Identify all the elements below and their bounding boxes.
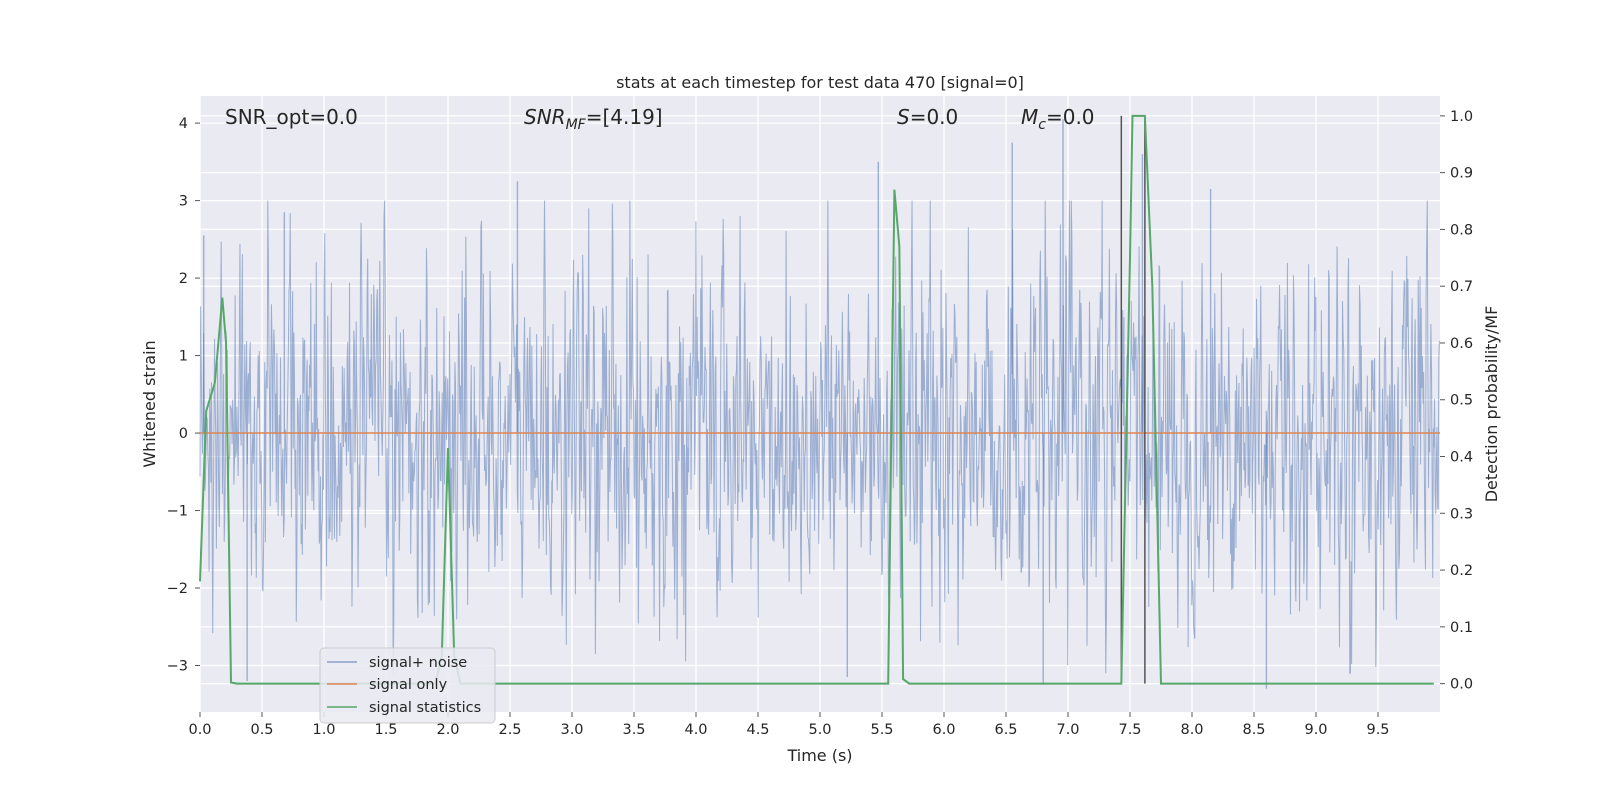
- annotation-mc-sub: c: [1038, 117, 1046, 133]
- annotation-s-value: =0.0: [910, 105, 959, 129]
- x-tick-label: 5.5: [870, 722, 893, 738]
- y-tick-label: −1: [167, 504, 188, 520]
- y2-tick-label: 0.5: [1450, 393, 1473, 409]
- legend-label-signal-noise: signal+ noise: [369, 655, 467, 671]
- annotation-mc: Mc=0.0: [1021, 105, 1095, 133]
- x-tick-label: 8.0: [1180, 722, 1203, 738]
- y2-tick-label: 0.3: [1450, 506, 1473, 522]
- y2-tick-label: 0.4: [1450, 450, 1473, 466]
- signal-statistics-line: [199, 114, 1434, 685]
- y2-tick-label: 0.2: [1450, 563, 1473, 579]
- annotation-mc-value: =0.0: [1046, 105, 1095, 129]
- x-tick-label: 4.5: [746, 722, 769, 738]
- series-signal-statistics: [199, 114, 1434, 685]
- annotation-snr-mf-main: SNR: [524, 105, 566, 129]
- x-tick-label: 2.0: [436, 722, 459, 738]
- x-tick-label: 6.0: [932, 722, 955, 738]
- y2-axis-label: Detection probability/MF: [1482, 306, 1501, 503]
- x-tick-label: 9.0: [1304, 722, 1327, 738]
- x-axis-label: Time (s): [786, 746, 852, 765]
- y-tick-label: 0: [179, 426, 188, 442]
- annotation-s: S=0.0: [897, 105, 958, 129]
- y2-tick-label: 0.1: [1450, 620, 1473, 636]
- x-tick-label: 7.0: [1056, 722, 1079, 738]
- annotation-snr-opt: SNR_opt=0.0: [225, 105, 358, 129]
- y2-tick-label: 0.8: [1450, 222, 1473, 238]
- annotation-s-main: S: [897, 105, 910, 129]
- y-tick-label: 2: [179, 271, 188, 287]
- y-tick-label: 3: [179, 194, 188, 210]
- x-tick-label: 0.5: [250, 722, 273, 738]
- y-tick-label: −2: [167, 581, 188, 597]
- x-tick-label: 2.5: [498, 722, 521, 738]
- y-axis-ticks: −3 −2 −1 0 1 2 3 4: [167, 116, 200, 675]
- legend-label-signal-only: signal only: [369, 677, 448, 693]
- chart-title: stats at each timestep for test data 470…: [616, 73, 1024, 92]
- y-axis-label: Whitened strain: [140, 340, 159, 467]
- signal-noise-line: [199, 200, 1440, 674]
- y-tick-label: −3: [167, 659, 188, 675]
- y2-tick-label: 0.6: [1450, 336, 1473, 352]
- y-tick-label: 1: [179, 349, 188, 365]
- y-tick-label: 4: [179, 116, 188, 132]
- legend-label-signal-statistics: signal statistics: [369, 700, 481, 716]
- x-tick-label: 5.0: [808, 722, 831, 738]
- x-tick-label: 0.0: [188, 722, 211, 738]
- vertical-markers: [1120, 115, 1146, 684]
- x-tick-label: 7.5: [1118, 722, 1141, 738]
- x-tick-label: 8.5: [1242, 722, 1265, 738]
- x-tick-label: 3.5: [622, 722, 645, 738]
- grid: [199, 96, 1440, 712]
- annotation-mc-main: M: [1021, 105, 1038, 129]
- annotation-snr-mf-sub: MF: [566, 117, 587, 133]
- legend: signal+ noise signal only signal statist…: [319, 647, 496, 724]
- x-tick-label: 4.0: [684, 722, 707, 738]
- y2-axis-ticks: 0.0 0.1 0.2 0.3 0.4 0.5 0.6 0.7 0.8 0.9 1.0: [1440, 109, 1473, 693]
- x-axis-ticks: 0.0 0.5 1.0 1.5 2.0 2.5 3.0 3.5 4.0 4.5 5.0 5.5 6.0 6…: [188, 712, 1390, 738]
- series-signal-noise: [199, 119, 1440, 689]
- y2-tick-label: 1.0: [1450, 109, 1473, 125]
- y2-tick-label: 0.0: [1450, 677, 1473, 693]
- annotation-snr-mf-value: =[4.19]: [586, 105, 663, 129]
- annotation-snr-mf: SNRMF=[4.19]: [524, 105, 663, 133]
- legend-box: [319, 647, 496, 724]
- y2-tick-label: 0.7: [1450, 279, 1473, 295]
- x-tick-label: 1.0: [312, 722, 335, 738]
- x-tick-label: 1.5: [374, 722, 397, 738]
- y2-tick-label: 0.9: [1450, 166, 1473, 182]
- x-tick-label: 9.5: [1366, 722, 1389, 738]
- x-tick-label: 6.5: [994, 722, 1017, 738]
- x-tick-label: 3.0: [560, 722, 583, 738]
